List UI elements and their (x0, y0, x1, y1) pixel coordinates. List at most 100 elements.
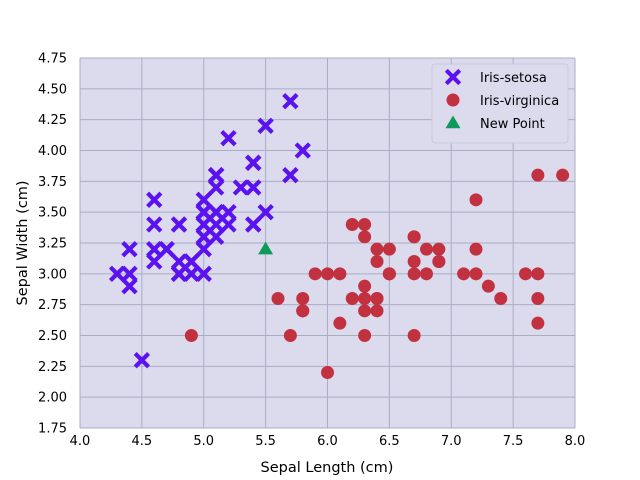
setosa-point (282, 92, 299, 110)
virginica-point (531, 292, 545, 305)
setosa-point (207, 216, 225, 233)
virginica-point (556, 168, 570, 182)
setosa-point (121, 277, 138, 295)
y-tick-label: 2.75 (38, 298, 67, 313)
setosa-point (133, 351, 151, 369)
setosa-point (245, 154, 262, 172)
new-point-marker (258, 241, 274, 255)
virginica-point (432, 255, 446, 268)
legend-label: Iris-setosa (480, 71, 547, 86)
legend-marker (446, 93, 460, 107)
setosa-point (245, 216, 262, 233)
virginica-point (333, 316, 347, 330)
x-tick-label: 6.0 (317, 434, 338, 449)
virginica-point (345, 292, 359, 305)
virginica-point (531, 316, 545, 330)
series-iris-setosa (108, 92, 311, 369)
legend-label: Iris-virginica (480, 94, 559, 109)
virginica-point (469, 193, 483, 207)
setosa-point (195, 203, 212, 221)
x-tick-label: 7.0 (441, 434, 462, 449)
virginica-point (271, 292, 285, 305)
setosa-point (108, 265, 126, 283)
setosa-point (220, 203, 237, 221)
setosa-point (257, 203, 274, 221)
virginica-point (531, 267, 545, 281)
virginica-point (407, 255, 421, 268)
x-tick-label: 6.5 (379, 434, 400, 449)
legend-marker (445, 115, 461, 129)
setosa-point (195, 228, 212, 246)
virginica-point (469, 242, 483, 256)
virginica-point (420, 267, 433, 281)
virginica-point (358, 304, 372, 318)
y-tick-label: 3.00 (38, 267, 67, 282)
setosa-point (170, 253, 188, 270)
y-tick-label: 4.50 (38, 82, 67, 97)
virginica-point (358, 230, 372, 244)
setosa-point (257, 117, 274, 135)
y-tick-label: 1.75 (38, 422, 67, 437)
x-tick-label: 4.0 (70, 434, 91, 449)
x-tick-label: 5.5 (255, 434, 276, 449)
setosa-point (146, 191, 163, 209)
virginica-point (345, 218, 359, 231)
y-tick-label: 4.75 (38, 52, 67, 67)
setosa-point (195, 265, 212, 283)
x-tick-label: 5.0 (193, 434, 214, 449)
virginica-point (407, 267, 421, 281)
setosa-point (220, 216, 237, 233)
setosa-point (170, 216, 188, 233)
x-tick-label: 8.0 (565, 434, 586, 449)
virginica-point (420, 242, 433, 256)
virginica-point (296, 292, 310, 305)
virginica-point (519, 267, 532, 281)
virginica-point (370, 242, 384, 256)
setosa-point (232, 179, 250, 196)
virginica-point (321, 267, 334, 281)
setosa-point (207, 179, 225, 196)
setosa-point (170, 265, 188, 283)
setosa-point (121, 240, 138, 258)
y-tick-labels: 1.75 2.00 2.25 2.50 2.75 3.00 3.25 3.50 3.75 4.00… (38, 52, 67, 437)
virginica-point (283, 329, 297, 342)
setosa-point (146, 253, 163, 270)
virginica-point (407, 329, 421, 342)
setosa-point (207, 228, 225, 246)
virginica-point (370, 304, 384, 318)
virginica-point (382, 242, 396, 256)
legend-marker (444, 68, 462, 86)
legend: Iris-setosa Iris-virginica New Point (431, 63, 569, 144)
setosa-point (146, 240, 163, 258)
y-tick-label: 4.00 (38, 144, 67, 159)
setosa-point (183, 265, 200, 283)
virginica-point (358, 292, 372, 305)
setosa-point (183, 253, 200, 270)
setosa-point (282, 166, 299, 184)
virginica-point (358, 279, 372, 293)
virginica-point (184, 329, 198, 342)
y-axis-label: Sepal Width (cm) (15, 181, 31, 306)
y-tick-label: 2.25 (38, 360, 67, 375)
setosa-point (220, 129, 237, 147)
virginica-point (358, 218, 372, 231)
virginica-point (469, 267, 483, 281)
virginica-point (296, 304, 310, 318)
series-iris-virginica (184, 168, 570, 379)
y-tick-label: 4.25 (38, 113, 67, 128)
virginica-point (432, 242, 446, 256)
virginica-point (370, 255, 384, 268)
setosa-point (245, 179, 262, 196)
virginica-point (457, 267, 471, 281)
setosa-point (195, 191, 212, 209)
x-tick-labels: 4.0 4.5 5.0 5.5 6.0 6.5 7.0 7.5 8.0 (70, 434, 586, 449)
setosa-point (121, 265, 138, 283)
virginica-point (370, 292, 384, 305)
virginica-point (494, 292, 508, 305)
virginica-point (321, 366, 334, 379)
series-new-point (258, 241, 274, 255)
virginica-point (358, 329, 372, 342)
virginica-point (382, 267, 396, 281)
virginica-point (333, 267, 347, 281)
